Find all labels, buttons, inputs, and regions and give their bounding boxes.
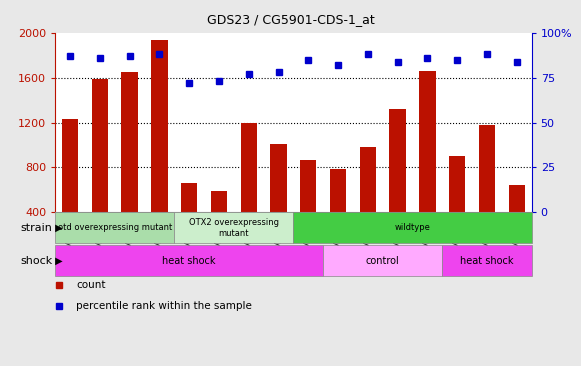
Bar	[442, 245, 532, 276]
Text: otd overexpressing mutant: otd overexpressing mutant	[58, 223, 172, 232]
Bar	[389, 109, 406, 257]
Text: control: control	[366, 256, 400, 266]
Bar	[174, 212, 293, 243]
Bar	[211, 191, 227, 257]
Text: strain: strain	[20, 223, 52, 233]
Bar	[55, 245, 323, 276]
Text: ▶: ▶	[52, 256, 63, 266]
Bar	[323, 245, 442, 276]
Bar	[330, 169, 346, 257]
Text: wildtype: wildtype	[394, 223, 431, 232]
Text: percentile rank within the sample: percentile rank within the sample	[76, 300, 252, 311]
Text: shock: shock	[20, 256, 52, 266]
Text: OTX2 overexpressing
mutant: OTX2 overexpressing mutant	[189, 218, 279, 238]
Bar	[360, 147, 376, 257]
Bar	[55, 212, 174, 243]
Bar	[449, 156, 465, 257]
Bar	[92, 79, 108, 257]
Text: count: count	[76, 280, 106, 291]
Bar	[479, 125, 495, 257]
Bar	[121, 72, 138, 257]
Bar	[270, 144, 286, 257]
Bar	[181, 183, 198, 257]
Bar	[241, 123, 257, 257]
Text: ▶: ▶	[52, 223, 63, 233]
Bar	[293, 212, 532, 243]
Bar	[300, 160, 317, 257]
Bar	[508, 186, 525, 257]
Bar	[419, 71, 436, 257]
Bar	[151, 40, 167, 257]
Text: GDS23 / CG5901-CDS-1_at: GDS23 / CG5901-CDS-1_at	[207, 13, 374, 26]
Text: heat shock: heat shock	[460, 256, 514, 266]
Text: heat shock: heat shock	[163, 256, 216, 266]
Bar	[62, 119, 78, 257]
